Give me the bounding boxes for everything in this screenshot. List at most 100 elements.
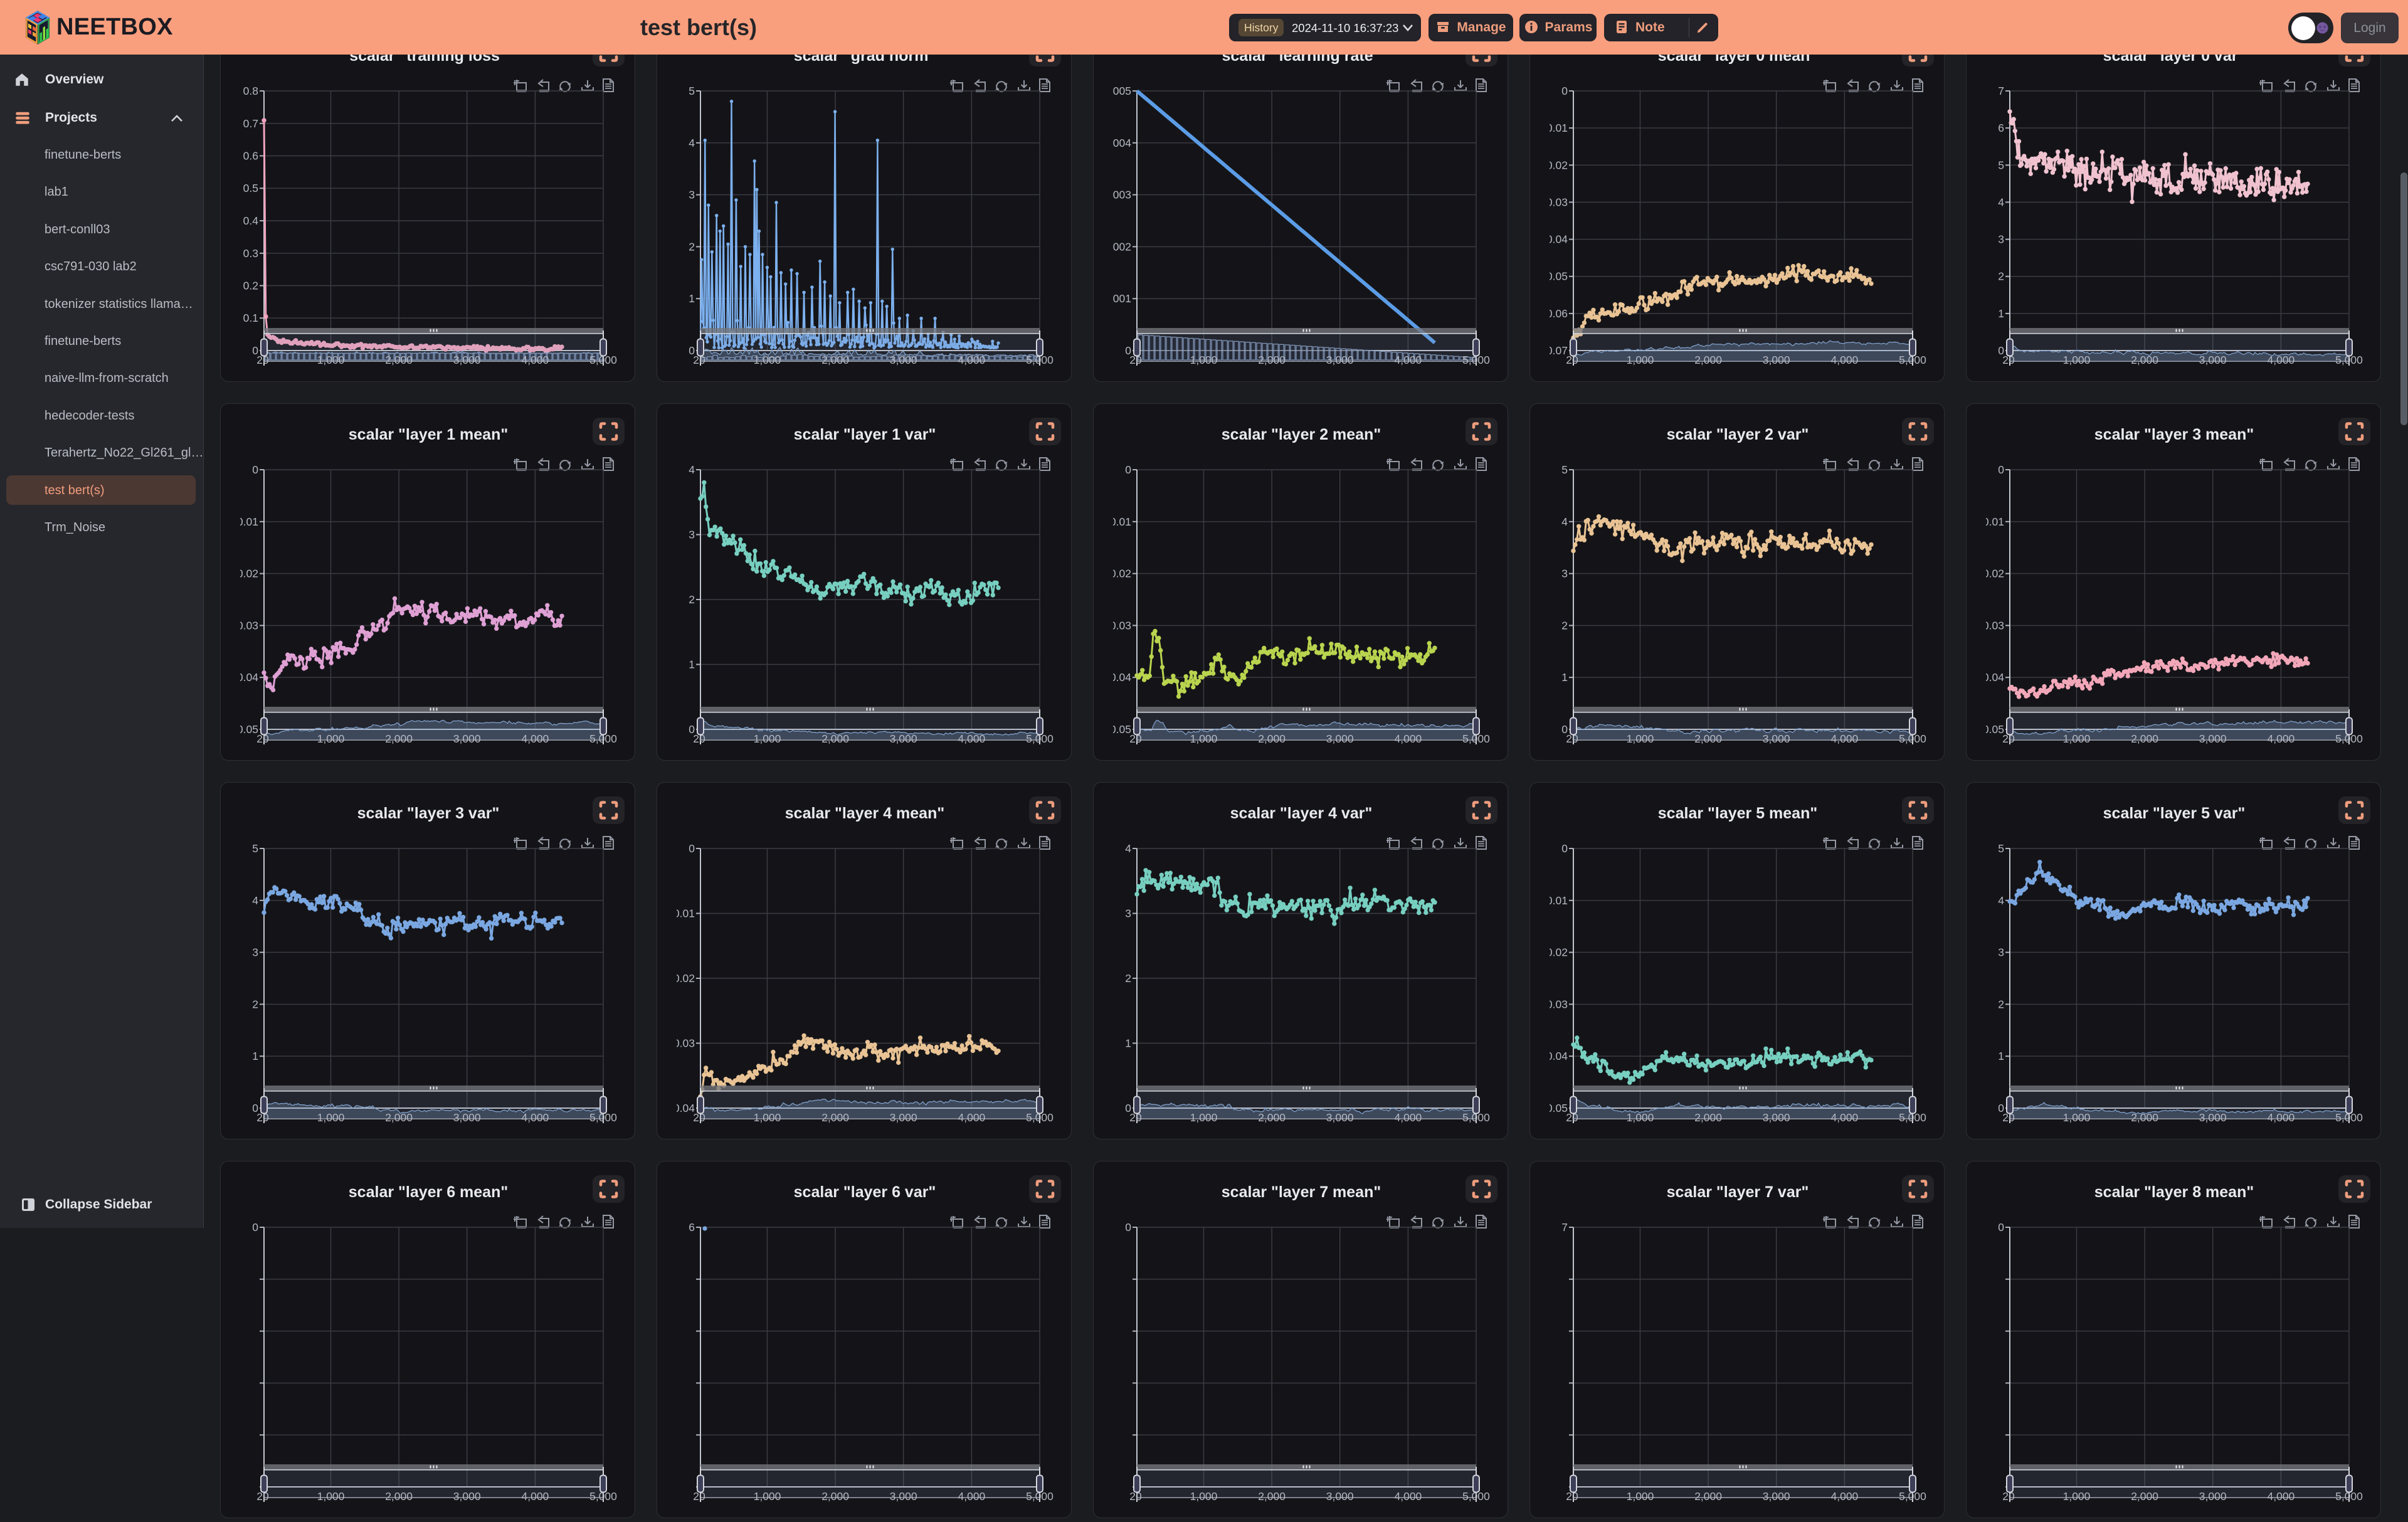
svg-text:2: 2 xyxy=(1125,972,1131,985)
svg-text:4,000: 4,000 xyxy=(522,1490,549,1503)
svg-text:3: 3 xyxy=(1561,568,1568,580)
svg-text:4: 4 xyxy=(689,463,695,476)
svg-text:4,000: 4,000 xyxy=(958,732,986,745)
svg-text:5,000: 5,000 xyxy=(589,1490,617,1503)
svg-text:1,000: 1,000 xyxy=(754,1490,781,1503)
svg-text:4: 4 xyxy=(1561,515,1568,528)
svg-text:0: 0 xyxy=(1561,842,1568,855)
svg-text:2,000: 2,000 xyxy=(2131,732,2158,745)
svg-text:5: 5 xyxy=(252,842,258,855)
svg-text:1,000: 1,000 xyxy=(754,1111,781,1124)
svg-text:-0.02: -0.02 xyxy=(1543,159,1568,171)
svg-text:0: 0 xyxy=(1998,344,2004,357)
svg-text:20: 20 xyxy=(1129,354,1142,366)
svg-text:0: 0 xyxy=(689,723,695,736)
svg-text:-0.01: -0.01 xyxy=(1543,122,1568,134)
svg-text:5: 5 xyxy=(689,85,695,97)
svg-text:3,000: 3,000 xyxy=(1763,354,1790,366)
svg-text:-0.03: -0.03 xyxy=(1543,998,1568,1010)
svg-text:-0.04: -0.04 xyxy=(233,671,258,684)
svg-text:0: 0 xyxy=(1998,463,2004,476)
svg-text:5,000: 5,000 xyxy=(2335,354,2363,366)
svg-text:20: 20 xyxy=(256,732,269,745)
svg-text:20: 20 xyxy=(693,1490,705,1503)
svg-text:5,000: 5,000 xyxy=(589,1111,617,1124)
svg-text:5,000: 5,000 xyxy=(1462,1111,1490,1124)
svg-text:2,000: 2,000 xyxy=(821,1490,849,1503)
svg-text:20: 20 xyxy=(256,1111,269,1124)
svg-text:1,000: 1,000 xyxy=(317,1111,345,1124)
svg-text:2: 2 xyxy=(689,240,695,253)
svg-text:3,000: 3,000 xyxy=(1326,1490,1354,1503)
svg-text:scalar "layer 7 var": scalar "layer 7 var" xyxy=(1667,1183,1809,1201)
svg-text:2,000: 2,000 xyxy=(1694,1111,1722,1124)
svg-text:4,000: 4,000 xyxy=(522,354,549,366)
svg-text:6: 6 xyxy=(1998,122,2004,134)
svg-text:2,000: 2,000 xyxy=(1258,732,1286,745)
svg-text:3,000: 3,000 xyxy=(1763,1490,1790,1503)
svg-text:0: 0 xyxy=(1125,344,1131,357)
svg-text:4,000: 4,000 xyxy=(2268,1111,2295,1124)
svg-text:-0.03: -0.03 xyxy=(1543,196,1568,208)
svg-text:2,000: 2,000 xyxy=(1694,1490,1722,1503)
svg-text:scalar "layer 4 mean": scalar "layer 4 mean" xyxy=(785,805,944,822)
svg-text:scalar "layer 6 var": scalar "layer 6 var" xyxy=(794,1183,936,1201)
svg-text:2,000: 2,000 xyxy=(1694,732,1722,745)
svg-text:4: 4 xyxy=(1998,196,2004,208)
svg-text:1: 1 xyxy=(689,292,695,305)
svg-text:0: 0 xyxy=(1125,1102,1131,1114)
svg-text:4,000: 4,000 xyxy=(958,1111,986,1124)
svg-text:3,000: 3,000 xyxy=(1763,1111,1790,1124)
svg-text:0: 0 xyxy=(252,1102,258,1114)
svg-text:20: 20 xyxy=(693,1111,705,1124)
svg-text:4: 4 xyxy=(1998,894,2004,907)
svg-text:1: 1 xyxy=(1561,671,1568,684)
svg-text:4,000: 4,000 xyxy=(1831,1111,1859,1124)
svg-text:3,000: 3,000 xyxy=(1326,354,1354,366)
svg-text:20: 20 xyxy=(1566,1490,1578,1503)
svg-text:1,000: 1,000 xyxy=(2063,732,2091,745)
svg-text:2,000: 2,000 xyxy=(2131,1490,2158,1503)
svg-text:scalar "layer 3 mean": scalar "layer 3 mean" xyxy=(2094,426,2254,443)
svg-text:scalar "layer 1 mean": scalar "layer 1 mean" xyxy=(349,426,508,443)
svg-text:-0.05: -0.05 xyxy=(1543,270,1568,283)
svg-text:3,000: 3,000 xyxy=(1326,1111,1354,1124)
svg-text:3,000: 3,000 xyxy=(453,732,481,745)
svg-text:2,000: 2,000 xyxy=(2131,1111,2158,1124)
svg-text:7: 7 xyxy=(1998,85,2004,97)
svg-text:4: 4 xyxy=(252,894,258,907)
svg-text:20: 20 xyxy=(1566,1111,1578,1124)
svg-text:scalar "layer 3 var": scalar "layer 3 var" xyxy=(357,805,500,822)
svg-text:-0.03: -0.03 xyxy=(670,1037,695,1050)
svg-text:5,000: 5,000 xyxy=(1026,732,1054,745)
svg-text:-0.04: -0.04 xyxy=(670,1102,695,1114)
svg-text:-0.04: -0.04 xyxy=(1543,233,1568,246)
svg-text:2,000: 2,000 xyxy=(385,1490,413,1503)
svg-text:5,000: 5,000 xyxy=(1026,1490,1054,1503)
svg-text:-0.05: -0.05 xyxy=(233,723,258,736)
svg-text:0.1: 0.1 xyxy=(243,312,258,324)
svg-text:1,000: 1,000 xyxy=(1627,732,1654,745)
svg-text:4,000: 4,000 xyxy=(958,1490,986,1503)
svg-text:4,000: 4,000 xyxy=(2268,354,2295,366)
svg-text:1,000: 1,000 xyxy=(1627,1111,1654,1124)
svg-text:0: 0 xyxy=(1998,1102,2004,1114)
svg-text:-0.04: -0.04 xyxy=(1543,1050,1568,1062)
svg-text:20: 20 xyxy=(1566,354,1578,366)
svg-text:3,000: 3,000 xyxy=(2199,354,2227,366)
svg-text:1: 1 xyxy=(1125,1037,1131,1050)
svg-text:3,000: 3,000 xyxy=(890,1111,917,1124)
svg-text:3,000: 3,000 xyxy=(453,354,481,366)
svg-text:1,000: 1,000 xyxy=(754,354,781,366)
svg-text:1: 1 xyxy=(1998,1050,2004,1062)
svg-text:1,000: 1,000 xyxy=(1627,1490,1654,1503)
svg-text:0.001: 0.001 xyxy=(1104,292,1131,305)
svg-text:0.7: 0.7 xyxy=(243,117,258,130)
svg-text:4,000: 4,000 xyxy=(1395,732,1422,745)
svg-text:-0.07: -0.07 xyxy=(1543,344,1568,357)
svg-text:-0.06: -0.06 xyxy=(1543,307,1568,320)
svg-text:4: 4 xyxy=(1125,842,1131,855)
svg-text:-0.05: -0.05 xyxy=(1979,723,2004,736)
svg-text:4,000: 4,000 xyxy=(2268,732,2295,745)
svg-text:0: 0 xyxy=(1125,1221,1131,1234)
